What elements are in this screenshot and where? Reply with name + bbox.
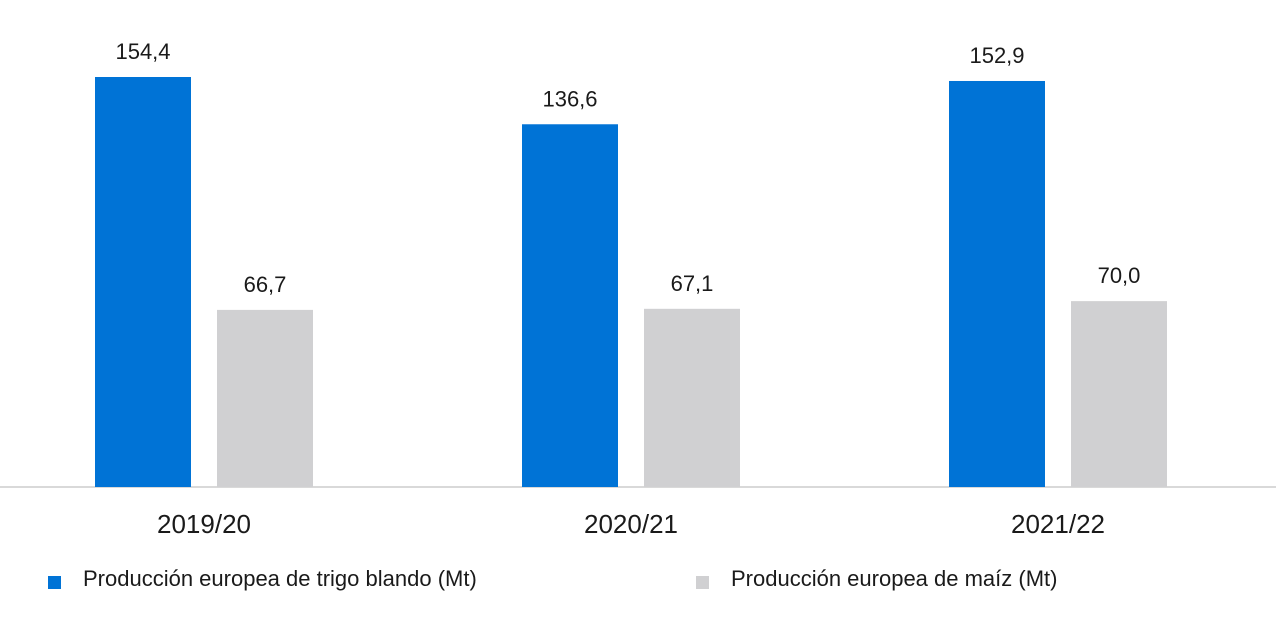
legend-label-trigo: Producción europea de trigo blando (Mt) xyxy=(83,566,477,591)
legend-swatch-maiz xyxy=(696,575,709,589)
data-label-trigo-2: 152,9 xyxy=(969,43,1024,68)
bar-trigo-0 xyxy=(95,77,191,487)
legend-label-maiz: Producción europea de maíz (Mt) xyxy=(731,566,1058,591)
legend: Producción europea de trigo blando (Mt) … xyxy=(0,566,1276,606)
data-label-maiz-0: 66,7 xyxy=(244,272,287,297)
x-tick-label-2: 2021/22 xyxy=(1011,509,1105,539)
legend-item-maiz: Producción europea de maíz (Mt) xyxy=(696,566,1058,592)
x-tick-label-0: 2019/20 xyxy=(157,509,251,539)
legend-swatch-trigo xyxy=(48,575,61,589)
x-tick-label-1: 2020/21 xyxy=(584,509,678,539)
data-label-trigo-0: 154,4 xyxy=(115,39,170,64)
data-label-maiz-2: 70,0 xyxy=(1098,263,1141,288)
bar-maiz-2 xyxy=(1071,301,1167,487)
legend-item-trigo: Producción europea de trigo blando (Mt) xyxy=(48,566,477,592)
bar-trigo-1 xyxy=(522,124,618,487)
bar-trigo-2 xyxy=(949,80,1045,488)
data-label-trigo-1: 136,6 xyxy=(542,86,597,111)
data-label-maiz-1: 67,1 xyxy=(671,271,714,296)
bar-maiz-1 xyxy=(644,308,740,487)
bar-maiz-0 xyxy=(217,309,313,487)
